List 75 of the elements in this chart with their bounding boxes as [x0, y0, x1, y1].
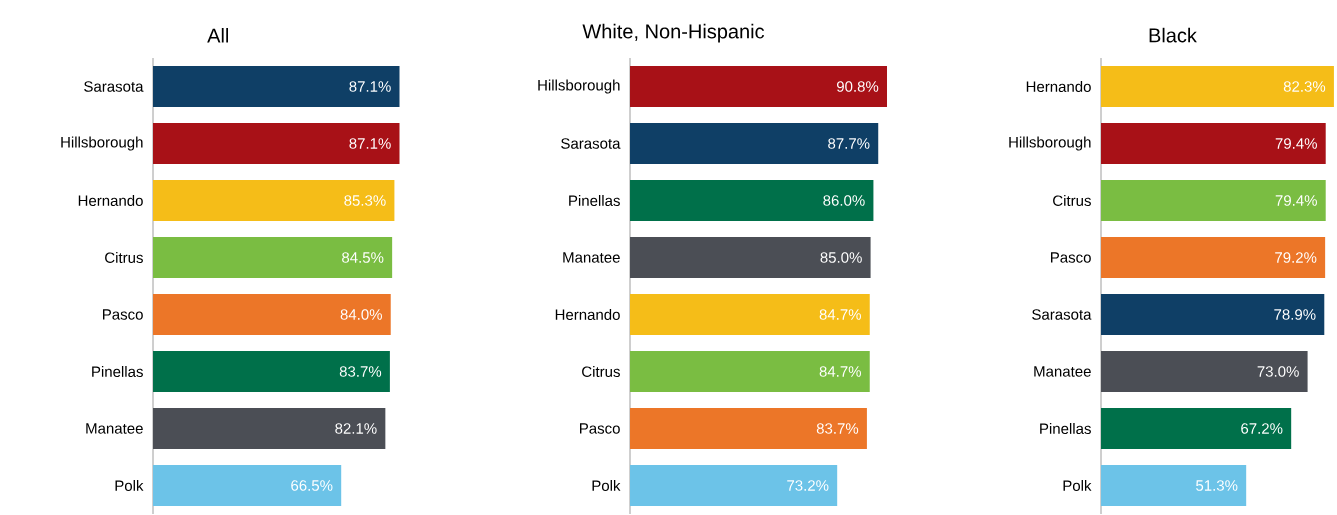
data-label: 85.0%	[820, 252, 862, 263]
data-label: 79.4%	[1275, 138, 1317, 149]
bar	[630, 66, 888, 108]
bar	[1101, 294, 1325, 336]
data-label: 86.0%	[823, 195, 865, 206]
chart-title: White, Non-Hispanic	[582, 23, 765, 43]
y-tick-label: Manatee	[563, 252, 620, 263]
bar	[1101, 180, 1326, 222]
data-label: 79.2%	[1275, 252, 1317, 263]
data-label: 84.0%	[340, 309, 382, 320]
y-tick-label: Manatee	[86, 423, 143, 434]
data-label: 66.5%	[291, 480, 333, 491]
data-label: 87.7%	[828, 138, 870, 149]
chart-title: All	[207, 27, 229, 43]
bar	[153, 351, 390, 393]
y-tick-label: Pinellas	[92, 366, 143, 378]
y-tick-label: Citrus	[105, 252, 143, 264]
data-label: 51.3%	[1196, 480, 1238, 491]
data-label: 82.3%	[1283, 81, 1326, 92]
y-tick-label: Polk	[1063, 480, 1092, 492]
bar	[153, 237, 393, 279]
bar	[1101, 123, 1326, 165]
y-tick-label: Citrus	[1053, 195, 1091, 207]
data-label: 87.1%	[349, 81, 391, 92]
bar	[1101, 465, 1247, 507]
bar	[1101, 237, 1326, 279]
y-tick-label: Hillsborough	[61, 136, 143, 151]
bar	[153, 123, 400, 165]
y-tick-label: Sarasota	[1032, 309, 1092, 320]
y-tick-label: Manatee	[1034, 366, 1091, 377]
data-label: 83.7%	[339, 366, 382, 377]
y-tick-label: Sarasota	[561, 138, 621, 149]
y-tick-label: Hernando	[555, 309, 620, 321]
bar	[1101, 351, 1308, 393]
data-label: 90.8%	[836, 81, 879, 92]
data-label: 84.5%	[342, 252, 384, 263]
y-tick-label: Pinellas	[569, 195, 620, 207]
bar	[153, 294, 391, 336]
y-tick-label: Pinellas	[1040, 423, 1091, 435]
y-tick-label: Polk	[592, 480, 621, 492]
bar	[630, 465, 838, 507]
y-tick-label: Polk	[115, 480, 144, 492]
bar	[153, 465, 342, 507]
bar	[1101, 66, 1334, 108]
y-tick-label: Pasco	[103, 309, 143, 320]
y-tick-label: Pasco	[1051, 252, 1091, 263]
data-label: 84.7%	[819, 366, 861, 377]
bar	[153, 66, 400, 108]
data-label: 73.2%	[787, 480, 829, 491]
data-label: 73.0%	[1257, 366, 1299, 377]
y-tick-label: Hillsborough	[538, 79, 620, 94]
data-label: 84.7%	[819, 309, 861, 320]
data-label: 87.1%	[349, 138, 391, 149]
data-label: 82.1%	[335, 423, 377, 434]
bar	[630, 294, 870, 336]
data-label: 83.7%	[816, 423, 859, 434]
bar	[630, 123, 879, 165]
bar	[153, 180, 395, 222]
data-label: 79.4%	[1275, 195, 1317, 206]
y-tick-label: Hernando	[1026, 81, 1091, 93]
bar	[630, 408, 867, 450]
data-label: 78.9%	[1274, 309, 1316, 320]
data-label: 85.3%	[344, 195, 386, 206]
chart-title: Black	[1149, 27, 1197, 43]
y-tick-label: Hillsborough	[1009, 136, 1091, 151]
bar	[630, 180, 874, 222]
data-label: 67.2%	[1241, 423, 1283, 434]
y-tick-label: Sarasota	[84, 81, 144, 92]
y-tick-label: Citrus	[582, 366, 620, 378]
bar	[630, 237, 871, 279]
y-tick-label: Hernando	[78, 195, 143, 207]
bar	[1101, 408, 1292, 450]
bar	[153, 408, 386, 450]
bar	[630, 351, 870, 393]
y-tick-label: Pasco	[580, 423, 620, 434]
